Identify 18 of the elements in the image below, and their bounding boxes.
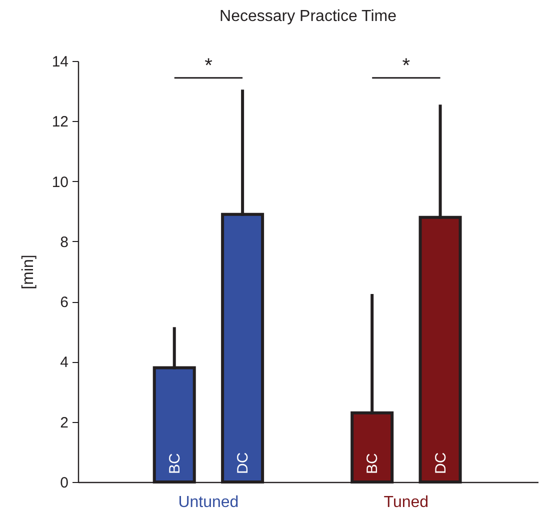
x-tick-label: DC — [234, 452, 252, 474]
x-tick-label: BC — [166, 452, 184, 474]
x-tick-label: DC — [432, 452, 450, 474]
y-tick-label: 14 — [52, 54, 68, 70]
y-axis-title: [min] — [20, 254, 37, 290]
series-label: Untuned — [178, 494, 239, 511]
annotation: * — [204, 54, 213, 77]
x-tick-label: BC — [364, 452, 382, 474]
y-tick-label: 8 — [60, 234, 68, 251]
annotation: * — [402, 54, 410, 77]
y-tick-label: 2 — [60, 414, 68, 432]
y-tick-label: 12 — [52, 114, 68, 131]
y-tick-label: 4 — [60, 354, 68, 372]
y-tick-label: 0 — [60, 474, 68, 492]
chart-title: Necessary Practice Time — [220, 8, 397, 25]
series-label: Tuned — [384, 494, 429, 511]
y-tick-label: 6 — [60, 294, 68, 312]
y-tick-label: 10 — [52, 174, 68, 191]
